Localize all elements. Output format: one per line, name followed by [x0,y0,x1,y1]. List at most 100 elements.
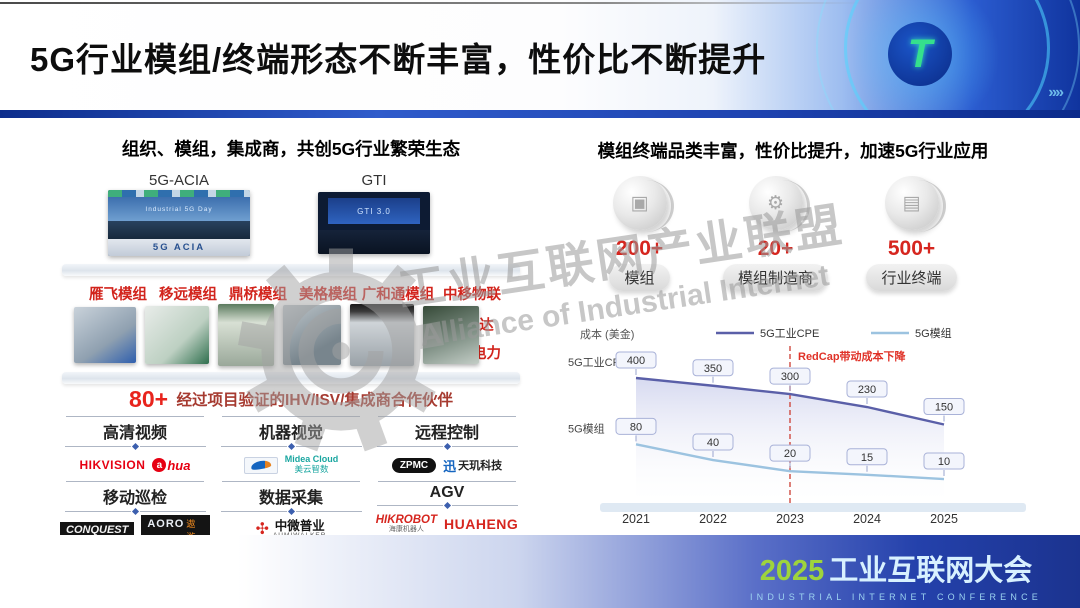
stat-count: 200+ [615,237,664,260]
svg-text:5G工业CPE: 5G工业CPE [568,356,627,369]
svg-text:2023: 2023 [776,512,804,526]
photo-gti: GTI 3.0 [318,192,430,254]
manufacturers-sphere-icon: ⚙ [748,176,810,232]
stat-label: 模组 [609,264,670,291]
module-photo [283,305,341,365]
stat-manufacturers: ⚙ 20+ 模组制造商 [708,176,843,291]
header-top-line [0,2,864,4]
category-label: 移动巡检 [102,490,167,507]
stat-label: 模组制造商 [722,264,828,291]
photo-screen-text: GTI 3.0 [328,198,420,224]
hikvision-logo: HIKVISION [79,458,146,472]
module-photos [74,304,479,366]
pinwheel-icon: ✣ [255,521,269,538]
terminals-sphere-icon: ▤ [884,176,946,232]
module-photo [74,307,136,363]
decor-ring-icon [816,0,1080,110]
stat-terminals: ▤ 500+ 行业终端 [844,176,979,291]
modules-sphere-icon: ▣ [612,176,674,232]
category-cell: 移动巡检 CONQUEST AORO 遨游 [60,481,210,545]
partners-text: 经过项目验证的IHV/ISV/集成商合作伙伴 [176,392,453,409]
svg-text:5G模组: 5G模组 [568,421,605,435]
category-cell: 高清视频 HIKVISION a hua [60,416,210,478]
conference-title: 工业互联网大会 [829,555,1033,587]
module-photo [218,304,274,366]
svg-text:5G模组: 5G模组 [915,326,952,340]
svg-text:20: 20 [784,448,796,460]
partners-line: 80+ 经过项目验证的IHV/ISV/集成商合作伙伴 [60,386,522,413]
brand-label: 美格模组 [299,287,357,303]
svg-text:2025: 2025 [930,512,958,526]
t-logo-icon: T [888,22,952,86]
category-label: 远程控制 [414,425,479,442]
module-photo [145,306,209,364]
category-cell: 机器视觉 Midea Cloud 美云智数 [216,416,366,478]
svg-text:2022: 2022 [699,512,727,526]
zpmc-logo: ZPMC [391,457,437,473]
svg-text:10: 10 [938,456,950,468]
svg-text:40: 40 [707,437,719,449]
svg-text:400: 400 [627,355,645,367]
stat-count: 500+ [887,237,936,260]
brand-label: 广和通模组 [361,287,435,303]
diamond-icon [287,507,295,516]
svg-text:2021: 2021 [622,512,650,526]
category-cell: AGV HIKROBOT 海康机器人 HUAHENG [372,481,522,543]
org-caption-5g-acia: 5G-ACIA [148,172,210,189]
module-photo [423,306,479,364]
svg-text:230: 230 [858,384,876,396]
header-bottom-bar [0,110,1080,118]
diamond-icon [443,442,451,451]
right-section-title: 模组终端品类丰富，性价比提升，加速5G行业应用 [597,141,989,161]
diamond-icon [443,501,451,510]
photo-banner-text: 5G ACIA [108,239,250,256]
stat-modules: ▣ 200+ 模组 [572,176,707,291]
category-label: 数据采集 [258,490,323,507]
svg-text:RedCap带动成本下降: RedCap带动成本下降 [798,349,907,363]
footer: 2025 工业互联网大会 INDUSTRIAL INTERNET CONFERE… [0,535,1080,608]
conference-year: 2025 [759,555,825,587]
svg-text:350: 350 [704,363,722,375]
category-label: 高清视频 [102,425,167,442]
category-cell: 远程控制 ZPMC 迅 天玑科技 [372,416,522,478]
photo-crowd [108,221,250,239]
header-tech-decoration: T »» [770,0,1080,110]
category-label: 机器视觉 [258,425,323,442]
org-caption-gti: GTI [361,172,387,189]
diamond-icon [131,507,139,516]
category-cell: 数据采集 ✣ 中微普业 AUMIWALKER [216,481,366,543]
right-section: 模组终端品类丰富，性价比提升，加速5G行业应用 ▣ 200+ 模组 ⚙ 20+ … [558,126,1028,536]
conquest-logo: CONQUEST [60,522,135,538]
header: 5G行业模组/终端形态不断丰富，性价比不断提升 T »» [0,0,1080,118]
module-photo [350,304,414,366]
stat-count: 20+ [757,237,794,260]
dahua-logo: a hua [152,458,190,473]
partners-count: 80+ [129,386,169,412]
svg-text:300: 300 [781,371,799,383]
left-section-title: 组织、模组，集成商，共创5G行业繁荣生态 [121,139,461,159]
svg-text:150: 150 [935,402,953,414]
left-section: 组织、模组，集成商，共创5G行业繁荣生态 5G-ACIA GTI Industr… [60,126,522,545]
conference-logo: 2025 工业互联网大会 INDUSTRIAL INTERNET CONFERE… [750,547,1042,602]
brand-label: 中移物联 [443,287,501,303]
photo-screen-text: Industrial 5G Day [108,197,250,221]
brand-label: 雁飞模组 [89,287,147,303]
stat-label: 行业终端 [866,264,957,291]
huaheng-logo: HUAHENG [444,516,519,532]
svg-text:15: 15 [861,452,873,464]
midea-cloud-logo: Midea Cloud 美云智数 [284,454,339,475]
brand-label: 鼎桥模组 [229,287,287,303]
conference-subtitle: INDUSTRIAL INTERNET CONFERENCE [749,592,1042,602]
cost-chart: 成本 (美金) 5G工业CPE 5G模组 RedCap带动成本下降 5G工业CPE 400… [566,320,1026,532]
category-label: AGV [429,484,465,501]
hikrobot-logo: HIKROBOT 海康机器人 [375,513,438,534]
shelf-divider [62,372,520,384]
photo-decor [108,190,250,197]
svg-text:成本 (美金): 成本 (美金) [580,327,634,341]
svg-text:80: 80 [630,421,642,433]
diamond-icon [287,442,295,451]
photo-crowd [318,230,430,254]
category-grid: 高清视频 HIKVISION a hua 机器视觉 Midea Cl [60,416,522,545]
